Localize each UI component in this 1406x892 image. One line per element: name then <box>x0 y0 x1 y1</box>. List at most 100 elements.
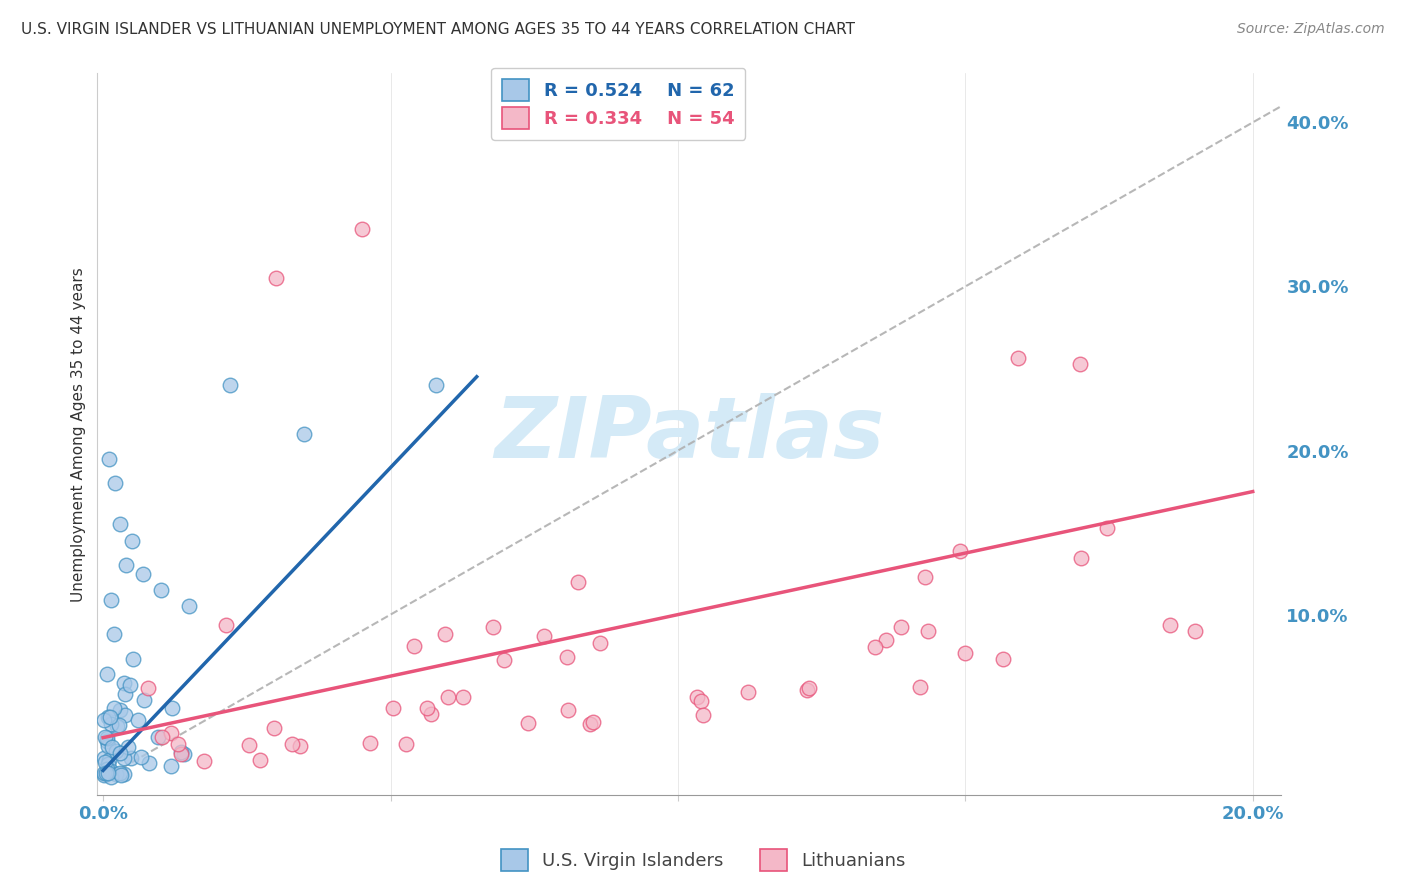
Point <box>281 737 304 751</box>
Point <box>160 726 183 740</box>
Point <box>127 713 149 727</box>
Point <box>557 703 579 717</box>
Point <box>218 378 240 392</box>
Point <box>120 751 142 765</box>
Point <box>112 766 135 780</box>
Point <box>132 566 155 581</box>
Point <box>115 558 138 573</box>
Point <box>582 714 605 729</box>
Point <box>136 681 159 695</box>
Point <box>117 740 139 755</box>
Point <box>692 708 714 723</box>
Point <box>108 718 131 732</box>
Point <box>93 767 115 781</box>
Text: Source: ZipAtlas.com: Source: ZipAtlas.com <box>1237 22 1385 37</box>
Point <box>134 693 156 707</box>
Point <box>173 747 195 761</box>
Point <box>100 716 122 731</box>
Point <box>263 722 285 736</box>
Point <box>991 651 1014 665</box>
Point <box>97 451 120 466</box>
Point <box>264 271 287 285</box>
Point <box>94 730 117 744</box>
Point <box>138 756 160 771</box>
Point <box>118 678 141 692</box>
Point <box>108 747 131 761</box>
Text: U.S. VIRGIN ISLANDER VS LITHUANIAN UNEMPLOYMENT AMONG AGES 35 TO 44 YEARS CORREL: U.S. VIRGIN ISLANDER VS LITHUANIAN UNEMP… <box>21 22 855 37</box>
Point <box>170 747 193 762</box>
Point <box>1007 351 1029 365</box>
Point <box>914 570 936 584</box>
Point <box>1184 624 1206 638</box>
Point <box>238 738 260 752</box>
Point <box>97 739 120 753</box>
Point <box>96 762 118 776</box>
Point <box>152 730 174 744</box>
Point <box>160 759 183 773</box>
Point <box>93 755 115 769</box>
Point <box>108 703 131 717</box>
Point <box>350 222 373 236</box>
Point <box>105 719 128 733</box>
Point <box>288 739 311 753</box>
Point <box>589 636 612 650</box>
Point <box>96 733 118 747</box>
Point <box>404 640 426 654</box>
Point <box>533 629 555 643</box>
Point <box>437 690 460 705</box>
Point <box>425 378 447 392</box>
Point <box>103 627 125 641</box>
Point <box>737 685 759 699</box>
Point <box>121 533 143 548</box>
Point <box>249 753 271 767</box>
Point <box>415 701 437 715</box>
Point <box>100 740 122 755</box>
Point <box>567 575 589 590</box>
Point <box>114 707 136 722</box>
Point <box>100 592 122 607</box>
Point <box>96 666 118 681</box>
Point <box>179 599 201 614</box>
Point <box>797 681 820 696</box>
Point <box>96 731 118 745</box>
Point <box>382 700 405 714</box>
Point <box>434 626 457 640</box>
Point <box>97 710 120 724</box>
Point <box>103 701 125 715</box>
Point <box>481 620 503 634</box>
Point <box>97 766 120 780</box>
Point <box>148 730 170 744</box>
Y-axis label: Unemployment Among Ages 35 to 44 years: Unemployment Among Ages 35 to 44 years <box>72 267 86 601</box>
Point <box>875 632 897 647</box>
Point <box>93 751 115 765</box>
Point <box>100 770 122 784</box>
Point <box>112 676 135 690</box>
Point <box>419 707 441 722</box>
Point <box>149 582 172 597</box>
Point <box>108 766 131 780</box>
Point <box>104 476 127 491</box>
Point <box>395 737 418 751</box>
Point <box>949 544 972 558</box>
Point <box>193 754 215 768</box>
Point <box>93 766 115 780</box>
Point <box>110 768 132 782</box>
Point <box>690 694 713 708</box>
Point <box>122 652 145 666</box>
Point <box>890 620 912 634</box>
Point <box>292 427 315 442</box>
Point <box>1070 550 1092 565</box>
Point <box>129 750 152 764</box>
Point <box>100 764 122 779</box>
Point <box>105 766 128 780</box>
Point <box>910 680 932 694</box>
Point <box>685 690 707 704</box>
Point <box>98 710 121 724</box>
Point <box>114 687 136 701</box>
Point <box>97 757 120 772</box>
Point <box>451 690 474 704</box>
Point <box>917 624 939 638</box>
Point <box>516 715 538 730</box>
Point <box>953 646 976 660</box>
Point <box>94 766 117 780</box>
